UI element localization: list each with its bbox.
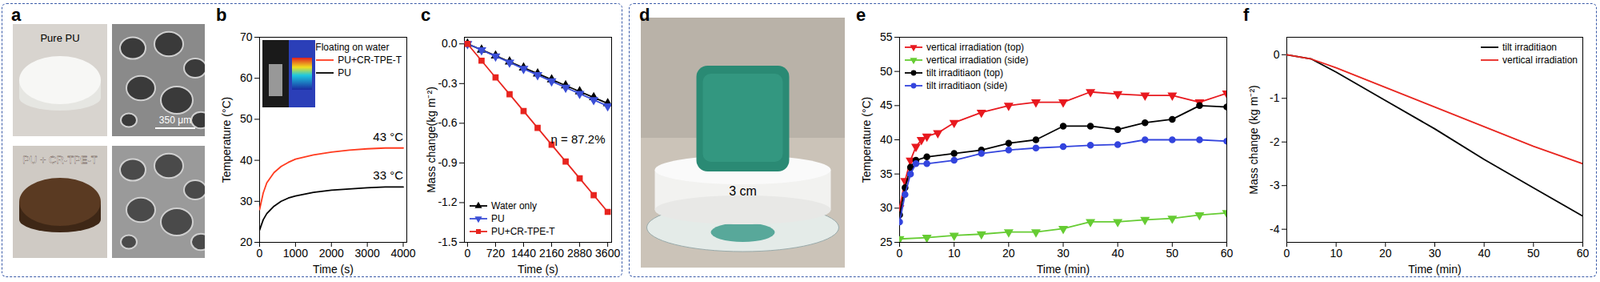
svg-text:Time (s): Time (s) (312, 262, 354, 276)
svg-text:0: 0 (464, 246, 471, 260)
svg-text:Temperature (°C): Temperature (°C) (220, 96, 233, 184)
svg-text:1440: 1440 (511, 246, 536, 260)
svg-text:-1.2: -1.2 (437, 195, 457, 208)
svg-text:3600: 3600 (595, 246, 620, 260)
svg-text:Time (s): Time (s) (517, 262, 559, 276)
svg-text:720: 720 (486, 246, 506, 260)
html-text:a: a (11, 4, 22, 25)
html-text:tilt irraditiaon: tilt irraditiaon (1502, 41, 1557, 53)
svg-text:50: 50 (880, 64, 893, 78)
html-text:vertical irradiation: vertical irradiation (1502, 54, 1578, 66)
svg-text:10: 10 (1329, 246, 1343, 260)
svg-text:45: 45 (880, 98, 893, 112)
svg-text:Time (min): Time (min) (1036, 262, 1090, 276)
svg-text:-2: -2 (1269, 135, 1280, 148)
svg-text:-0.6: -0.6 (437, 116, 457, 129)
svg-text:0: 0 (1284, 246, 1291, 260)
svg-text:Mass change (kg m⁻²): Mass change (kg m⁻²) (1247, 84, 1260, 194)
svg-text:Mass change(kg m⁻²): Mass change(kg m⁻²) (424, 86, 438, 193)
svg-text:70: 70 (240, 30, 253, 44)
html-text:e: e (856, 4, 866, 25)
svg-text:3 cm: 3 cm (728, 184, 757, 198)
svg-text:50: 50 (240, 112, 253, 125)
svg-text:0: 0 (256, 246, 264, 260)
html-text:b: b (216, 4, 227, 25)
svg-text:40: 40 (1477, 246, 1491, 260)
svg-text:2000: 2000 (319, 246, 344, 260)
svg-text:η = 87.2%: η = 87.2% (551, 132, 606, 146)
svg-text:20: 20 (240, 235, 253, 248)
html-text:Water only: Water only (491, 200, 537, 212)
svg-text:40: 40 (1111, 246, 1124, 260)
svg-text:2880: 2880 (567, 246, 592, 260)
svg-text:60: 60 (1576, 246, 1590, 260)
svg-text:25: 25 (880, 235, 893, 248)
svg-text:350 μm: 350 μm (159, 114, 192, 126)
svg-text:0: 0 (1273, 48, 1280, 61)
html-text:Floating on water: Floating on water (315, 41, 390, 53)
html-text:PU+CR-TPE-T: PU+CR-TPE-T (337, 54, 402, 66)
html-text:f: f (1243, 4, 1250, 25)
svg-text:4000: 4000 (390, 246, 416, 260)
svg-text:Pure PU: Pure PU (40, 32, 80, 44)
html-text:tilt irraditiaon (side): tilt irraditiaon (side) (926, 80, 1008, 92)
html-text:PU+CR-TPE-T: PU+CR-TPE-T (491, 225, 555, 237)
svg-text:50: 50 (1527, 246, 1540, 260)
svg-text:60: 60 (1220, 246, 1234, 260)
html-text:vertical irradiation (side): vertical irradiation (side) (926, 54, 1029, 66)
svg-text:40: 40 (880, 132, 893, 146)
svg-text:30: 30 (240, 194, 253, 208)
svg-text:-1: -1 (1269, 91, 1280, 104)
html-text:vertical irradiation (top): vertical irradiation (top) (926, 41, 1024, 53)
html-text:c: c (420, 4, 431, 25)
svg-text:35: 35 (880, 167, 893, 180)
html-text:PU: PU (491, 212, 505, 224)
svg-text:1000: 1000 (283, 246, 308, 260)
svg-text:40: 40 (240, 153, 253, 167)
html-text:tilt irraditiaon (top): tilt irraditiaon (top) (926, 67, 1004, 79)
svg-text:-0.9: -0.9 (437, 156, 457, 169)
svg-text:10: 10 (948, 246, 961, 260)
svg-text:0: 0 (896, 246, 904, 260)
html-text:d: d (639, 4, 650, 25)
svg-text:20: 20 (1379, 246, 1392, 260)
svg-text:Temperature (°C): Temperature (°C) (860, 96, 873, 184)
svg-text:-0.3: -0.3 (437, 76, 457, 90)
svg-text:PU + CR-TPE-T: PU + CR-TPE-T (22, 153, 98, 166)
svg-text:-4: -4 (1269, 222, 1280, 236)
svg-text:2160: 2160 (539, 246, 564, 260)
html-text:PU: PU (337, 67, 352, 79)
svg-text:55: 55 (880, 30, 893, 44)
svg-text:33 °C: 33 °C (372, 168, 404, 182)
svg-text:0.0: 0.0 (441, 36, 458, 50)
svg-text:30: 30 (880, 200, 893, 214)
svg-text:3000: 3000 (355, 246, 380, 260)
svg-text:30: 30 (1428, 246, 1442, 260)
svg-text:50: 50 (1166, 246, 1180, 260)
svg-text:-3: -3 (1269, 178, 1280, 192)
svg-text:20: 20 (1002, 246, 1016, 260)
svg-text:-1.5: -1.5 (437, 235, 457, 248)
svg-text:43 °C: 43 °C (372, 129, 404, 144)
svg-text:30: 30 (1056, 246, 1070, 260)
svg-text:Time (min): Time (min) (1408, 262, 1461, 276)
svg-text:60: 60 (240, 71, 253, 84)
